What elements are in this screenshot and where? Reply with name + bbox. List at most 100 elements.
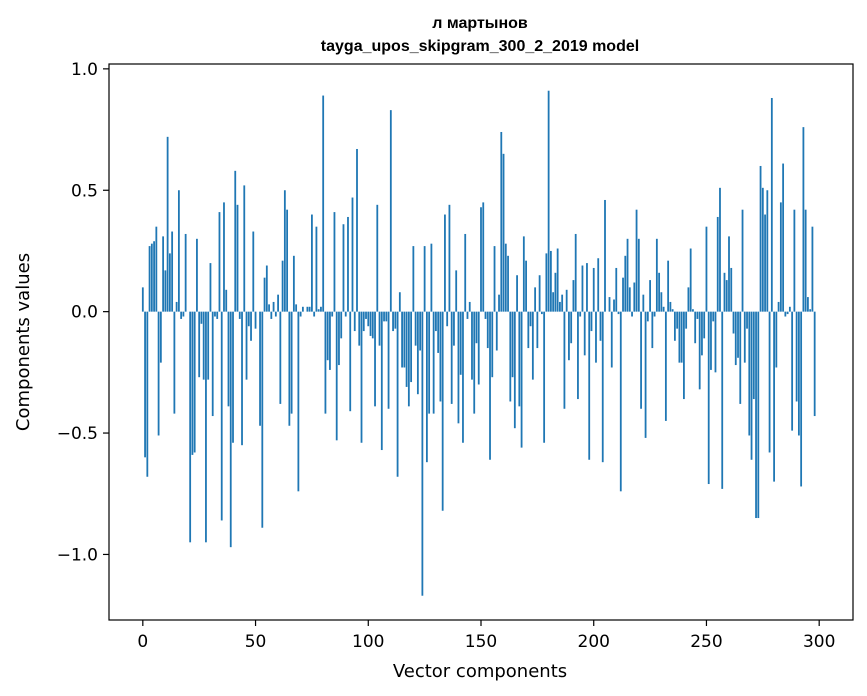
bar-8 [159,311,162,363]
bar-111 [392,311,394,332]
bar-199 [590,311,593,332]
bar-118 [407,311,410,407]
bar-221 [640,311,642,409]
bar-90 [344,311,347,317]
bar-89 [342,224,345,312]
bar-161 [504,243,507,312]
bar-238 [678,311,681,363]
bar-78 [317,309,320,312]
bar-47 [247,311,250,327]
bar-289 [793,209,796,312]
bar-74 [308,306,311,312]
bar-167 [518,311,521,407]
bar-155 [491,311,494,378]
bar-109 [387,311,390,409]
bar-34 [218,212,221,312]
bar-68 [295,304,298,312]
bar-88 [340,311,343,339]
bar-27 [202,311,205,380]
bar-149 [477,311,480,385]
bar-64 [286,209,289,312]
y-tick-label-4: 1.0 [71,60,98,80]
bar-279 [770,97,773,312]
bar-284 [782,163,785,312]
bar-200 [592,267,595,312]
bar-130 [435,311,437,332]
bar-37 [225,289,228,312]
bar-278 [768,311,771,453]
bar-186 [561,294,564,312]
bar-11 [166,136,169,312]
bar-173 [531,311,534,380]
bar-269 [748,311,751,436]
bar-215 [626,238,629,312]
bar-157 [495,311,498,351]
bar-195 [581,265,584,312]
bar-189 [568,311,570,361]
bar-159 [500,131,503,312]
bar-243 [689,248,692,312]
bar-246 [696,311,699,319]
bar-9 [162,236,165,312]
bar-282 [777,301,780,312]
bar-108 [385,311,388,322]
y-tick-label-0: −1.0 [57,545,98,565]
bar-69 [297,311,300,492]
bar-115 [401,311,403,368]
bar-84 [331,311,334,317]
x-axis-label: Vector components [393,661,567,682]
bar-97 [360,311,363,443]
bar-235 [671,309,674,312]
bar-31 [211,311,214,417]
bar-164 [511,311,514,378]
bar-83 [329,311,331,370]
bar-45 [243,185,246,312]
y-tick-label-2: 0.0 [71,303,98,323]
bar-30 [209,263,212,312]
bar-4 [150,243,153,312]
bar-226 [651,311,654,349]
bar-129 [432,311,435,414]
bar-253 [712,311,715,322]
bar-179 [545,253,548,312]
bar-250 [705,226,708,312]
bar-255 [716,216,719,312]
bar-244 [692,309,694,312]
bar-52 [259,311,261,426]
bar-239 [680,311,683,363]
bar-288 [791,311,794,431]
bar-86 [335,311,338,441]
bar-297 [811,226,814,312]
bar-260 [728,236,730,312]
bar-141 [459,311,462,375]
bar-48 [250,311,252,341]
bar-283 [779,202,782,312]
bar-116 [403,311,406,368]
bar-232 [664,311,667,421]
bar-110 [389,110,392,312]
bar-41 [234,170,237,312]
bar-285 [784,311,787,317]
bar-156 [493,246,496,312]
bar-259 [725,280,728,312]
bar-106 [380,311,383,451]
bar-60 [277,294,279,312]
bar-210 [615,267,618,312]
bar-273 [757,311,760,519]
bar-6 [155,226,158,312]
bar-162 [507,255,509,312]
bar-170 [525,260,527,312]
bar-55 [265,265,268,312]
bar-194 [579,311,582,317]
bar-75 [311,214,313,312]
bar-293 [802,127,805,312]
bar-136 [448,204,451,312]
bar-290 [795,311,798,402]
bar-180 [547,90,550,312]
bar-38 [227,311,230,407]
bars-group [141,90,816,596]
bar-3 [148,246,151,312]
bar-163 [509,311,512,402]
bar-29 [207,311,210,380]
bar-1 [144,311,146,458]
